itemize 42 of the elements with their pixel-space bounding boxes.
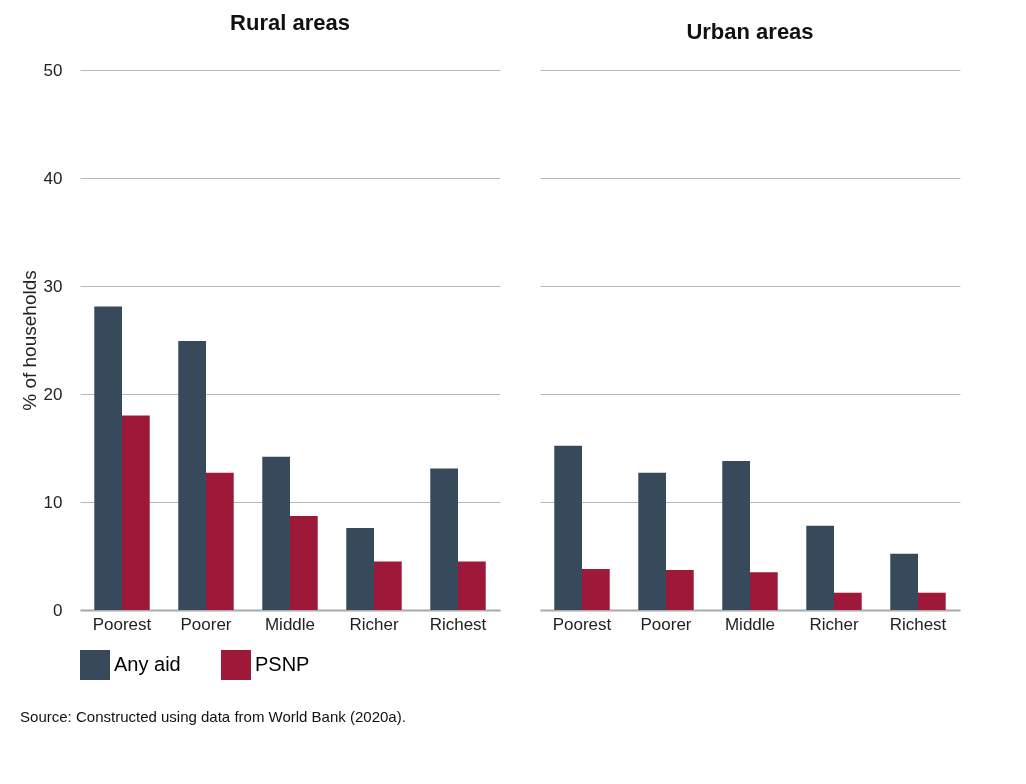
chart-title: Urban areas bbox=[686, 19, 814, 44]
y-tick-label: 30 bbox=[43, 276, 63, 296]
bar bbox=[918, 592, 946, 610]
bar bbox=[582, 568, 610, 610]
x-tick-label: Richer bbox=[809, 614, 859, 634]
bar bbox=[834, 592, 862, 610]
chart-title: Rural areas bbox=[230, 10, 350, 35]
x-tick-label: Middle bbox=[724, 614, 776, 634]
bar bbox=[346, 527, 374, 610]
bar bbox=[458, 561, 486, 610]
bar bbox=[178, 341, 206, 610]
y-tick-label: 10 bbox=[43, 492, 63, 512]
x-tick-label: Poorest bbox=[92, 614, 152, 634]
y-tick-label: 20 bbox=[43, 384, 63, 404]
source-note: Source: Constructed using data from World Bank (2020a). bbox=[20, 708, 406, 725]
y-tick-label: 0 bbox=[53, 600, 63, 620]
bar bbox=[94, 306, 122, 610]
x-tick-label: Poorer bbox=[640, 614, 692, 634]
bar bbox=[750, 572, 778, 610]
bar bbox=[666, 570, 694, 610]
x-tick-label: Poorest bbox=[552, 614, 612, 634]
legend-label: Any aid bbox=[114, 653, 181, 675]
bar bbox=[638, 472, 666, 610]
bar bbox=[122, 415, 150, 610]
x-tick-label: Richest bbox=[889, 614, 947, 634]
bar bbox=[262, 456, 290, 610]
x-tick-label: Richer bbox=[349, 614, 399, 634]
bar bbox=[890, 553, 918, 610]
bar bbox=[430, 468, 458, 610]
x-tick-label: Richest bbox=[429, 614, 487, 634]
y-tick-label: 50 bbox=[43, 60, 63, 80]
bar bbox=[806, 525, 834, 610]
legend-label: PSNP bbox=[255, 653, 310, 675]
bar bbox=[206, 472, 234, 610]
bar bbox=[290, 516, 318, 610]
y-tick-label: 40 bbox=[43, 168, 63, 188]
bar bbox=[722, 460, 750, 610]
bar bbox=[554, 445, 582, 610]
x-tick-label: Poorer bbox=[180, 614, 232, 634]
y-axis-title: % of households bbox=[18, 270, 40, 411]
bar bbox=[374, 561, 402, 610]
x-tick-label: Middle bbox=[264, 614, 316, 634]
